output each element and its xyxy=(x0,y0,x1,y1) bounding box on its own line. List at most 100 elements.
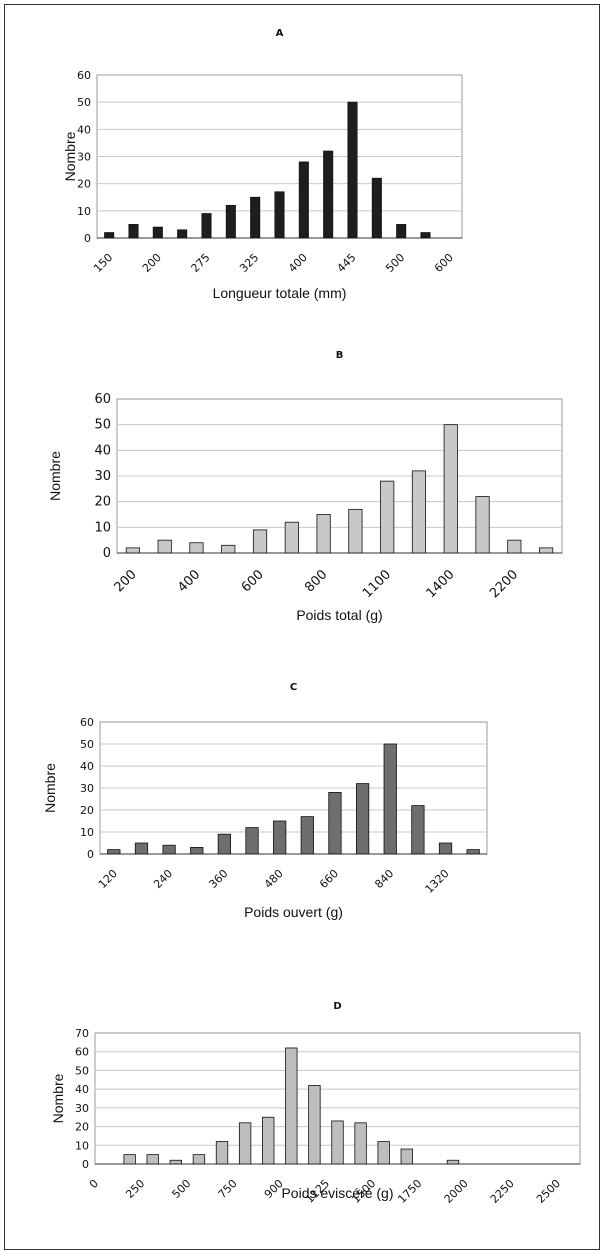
bar xyxy=(190,847,204,855)
x-tick-label: 360 xyxy=(206,867,230,891)
bar xyxy=(539,547,554,554)
bar xyxy=(507,539,522,554)
bar xyxy=(217,833,232,855)
bar xyxy=(323,150,334,239)
x-tick-label: 2500 xyxy=(534,1177,563,1206)
x-tick-label: 400 xyxy=(286,251,310,275)
bar xyxy=(284,521,299,554)
bar xyxy=(446,1159,460,1165)
y-axis-label: Nombre xyxy=(47,451,63,501)
bar xyxy=(157,539,172,554)
bar xyxy=(238,1122,252,1165)
bar xyxy=(252,529,268,554)
bar xyxy=(475,496,490,554)
x-tick-label: 500 xyxy=(169,1177,193,1201)
y-tick-label: 60 xyxy=(94,392,111,407)
x-tick-label: 240 xyxy=(151,867,175,891)
chart-title: A xyxy=(276,28,284,39)
bar xyxy=(274,191,285,239)
y-tick-label: 20 xyxy=(77,178,91,191)
bar xyxy=(443,424,458,554)
x-tick-label: 660 xyxy=(317,867,341,891)
bar xyxy=(377,1141,390,1165)
bar xyxy=(348,508,363,554)
x-tick-label: 2000 xyxy=(442,1177,471,1206)
bar xyxy=(380,480,395,554)
y-tick-label: 20 xyxy=(80,804,94,817)
bar xyxy=(162,844,176,855)
bar xyxy=(215,1141,229,1165)
y-tick-label: 0 xyxy=(84,232,91,245)
bar xyxy=(123,1154,136,1165)
y-tick-label: 10 xyxy=(94,520,111,535)
y-tick-label: 40 xyxy=(80,760,94,773)
x-tick-label: 325 xyxy=(237,251,261,275)
y-axis-label: Nombre xyxy=(42,763,58,813)
y-tick-label: 30 xyxy=(94,469,111,484)
bar xyxy=(262,1116,275,1165)
bar xyxy=(245,827,259,855)
x-tick-label: 400 xyxy=(175,567,203,595)
x-tick-label: 600 xyxy=(432,251,456,275)
x-axis-label: Poids total (g) xyxy=(296,607,382,623)
y-tick-label: 70 xyxy=(75,1027,89,1040)
chart-C: C 0 10 20 30 40 50 60 120 240 360 480 660 840 1320 Poid… xyxy=(42,682,488,920)
bar xyxy=(371,177,382,239)
x-tick-label: 0 xyxy=(87,1177,101,1191)
bar xyxy=(146,1154,159,1165)
y-tick-label: 50 xyxy=(77,96,91,109)
bar xyxy=(466,849,480,855)
x-tick-label: 800 xyxy=(302,567,330,595)
y-tick-label: 50 xyxy=(94,418,111,433)
bar xyxy=(134,842,149,855)
y-tick-label: 60 xyxy=(77,69,91,82)
x-tick-label: 200 xyxy=(112,567,140,595)
bar xyxy=(125,547,140,554)
y-tick-label: 20 xyxy=(94,495,111,510)
x-axis-label: Poids ouvert (g) xyxy=(244,904,343,920)
bar xyxy=(328,792,342,855)
bar xyxy=(438,842,453,855)
bar xyxy=(308,1085,321,1165)
bar xyxy=(300,816,314,855)
x-tick-label: 1320 xyxy=(423,867,452,896)
bar xyxy=(400,1148,413,1165)
x-tick-label: 480 xyxy=(262,867,286,891)
x-tick-label: 1750 xyxy=(395,1177,424,1206)
bar xyxy=(273,820,287,855)
bar xyxy=(411,805,425,855)
bar xyxy=(411,470,427,554)
chart-title: C xyxy=(290,682,297,693)
y-tick-label: 20 xyxy=(75,1121,89,1134)
bar xyxy=(420,232,431,239)
chart-B: B 0 10 20 30 40 50 60 200 400 600 800 1100 1400 2200 Po… xyxy=(47,350,563,623)
bar xyxy=(104,232,115,239)
bar xyxy=(152,226,163,239)
bar xyxy=(201,213,212,239)
y-tick-label: 40 xyxy=(75,1083,89,1096)
chart-A: A 0 10 20 30 40 50 60 150 200 275 325 400 445 500 600 Lo… xyxy=(62,28,463,301)
bar xyxy=(347,101,358,239)
x-tick-label: 750 xyxy=(216,1177,240,1201)
y-tick-label: 0 xyxy=(103,546,111,561)
x-axis-label: Poids éviscéré (g) xyxy=(281,1185,393,1201)
y-tick-label: 0 xyxy=(82,1158,89,1171)
y-axis-label: Nombre xyxy=(62,131,78,181)
x-tick-label: 445 xyxy=(335,251,359,275)
bar xyxy=(177,229,188,239)
y-tick-label: 10 xyxy=(77,205,91,218)
x-tick-label: 1400 xyxy=(424,567,458,601)
bar xyxy=(189,542,204,554)
bar xyxy=(107,849,121,855)
y-tick-label: 30 xyxy=(75,1102,89,1115)
y-tick-label: 40 xyxy=(94,443,111,458)
bar xyxy=(192,1154,206,1165)
y-tick-label: 10 xyxy=(75,1139,89,1152)
y-tick-label: 10 xyxy=(80,826,94,839)
x-tick-label: 840 xyxy=(372,867,396,891)
y-tick-label: 30 xyxy=(80,782,94,795)
bar xyxy=(250,196,261,239)
x-tick-label: 2250 xyxy=(488,1177,517,1206)
